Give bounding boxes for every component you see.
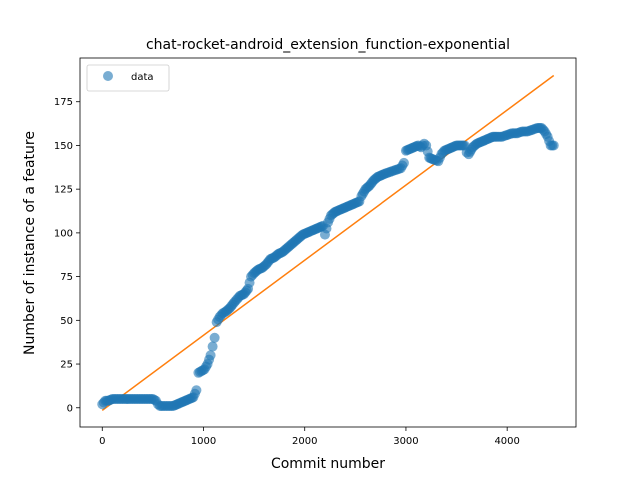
data-point (205, 350, 216, 361)
x-tick-label: 2000 (292, 436, 317, 447)
x-axis-label: Commit number (271, 456, 385, 472)
fit-line (101, 74, 555, 411)
legend-box (86, 64, 170, 92)
legend: data (86, 64, 170, 92)
x-tick-label: 1000 (191, 436, 216, 447)
y-tick-label: 125 (54, 185, 73, 196)
data-point (548, 140, 559, 151)
y-axis-ticks: 0 25 50 75 100 125 150 175 (54, 97, 80, 414)
chart-title: chat-rocket-android_extension_function-e… (146, 37, 510, 53)
plot-area (79, 57, 577, 428)
data-point (398, 157, 409, 168)
x-tick-label: 3000 (393, 436, 418, 447)
axes-frame (79, 57, 577, 428)
y-axis-label: Number of instance of a feature (22, 131, 38, 355)
data-point (209, 332, 220, 343)
y-tick-label: 25 (60, 360, 73, 371)
y-tick-label: 175 (54, 97, 73, 108)
y-tick-label: 75 (60, 272, 73, 283)
legend-marker (103, 71, 113, 81)
fit-line-layer (101, 74, 555, 411)
y-tick-label: 0 (67, 403, 73, 414)
data-points-layer (97, 122, 559, 412)
y-tick-label: 50 (60, 316, 73, 327)
data-point (207, 341, 218, 352)
x-tick-label: 4000 (494, 436, 519, 447)
x-axis-ticks: 0 1000 2000 3000 4000 (99, 427, 520, 447)
x-tick-label: 0 (99, 436, 105, 447)
data-point (191, 385, 202, 396)
y-tick-label: 150 (54, 141, 73, 152)
legend-label-data: data (131, 72, 154, 83)
y-tick-label: 100 (54, 228, 73, 239)
